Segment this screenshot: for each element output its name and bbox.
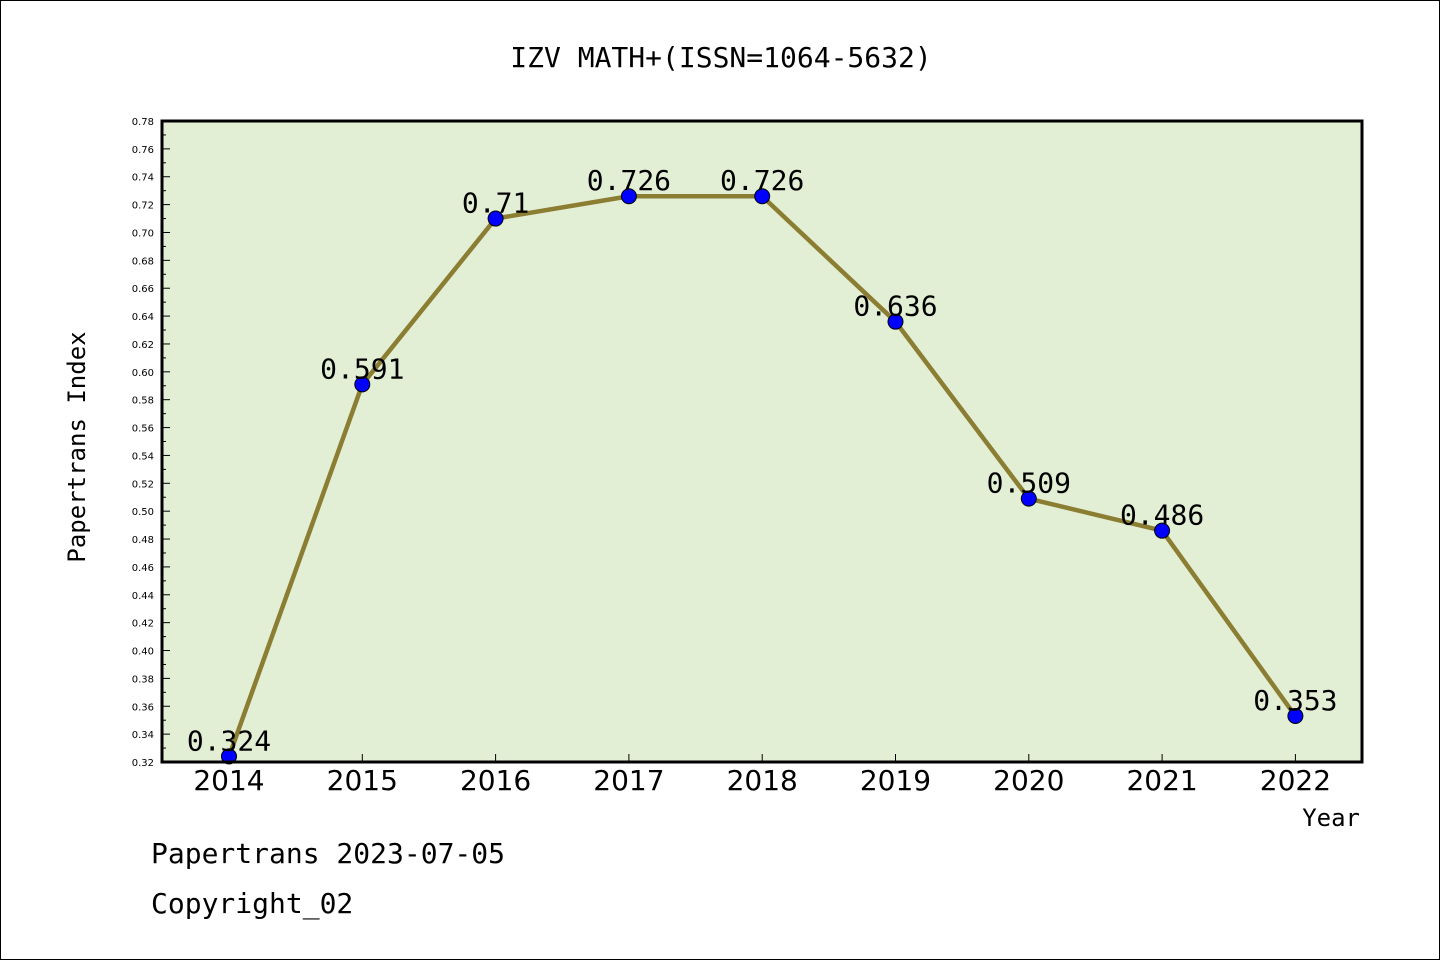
- x-tick-label: 2017: [593, 764, 664, 797]
- y-tick-label: 0.64: [132, 312, 154, 323]
- y-tick-label: 0.50: [132, 507, 154, 518]
- plot-area: [162, 121, 1362, 762]
- data-point: [887, 313, 904, 330]
- y-tick-label: 0.58: [132, 396, 154, 407]
- data-label: 0.636: [853, 290, 937, 323]
- x-tick-label: 2018: [727, 764, 798, 797]
- data-point: [354, 376, 371, 393]
- x-tick-label: 2014: [193, 764, 264, 797]
- footer-copyright: Copyright_02: [151, 887, 354, 920]
- data-label: 0.324: [187, 724, 271, 757]
- data-point: [487, 210, 504, 227]
- x-tick-label: 2015: [327, 764, 398, 797]
- x-tick-label: 2019: [860, 764, 931, 797]
- x-axis: 2014 2015 2016 2017 2018 2019 2020 2021 2022: [193, 754, 1331, 797]
- series: [221, 188, 1304, 765]
- y-tick-label: 0.56: [132, 424, 154, 435]
- data-label: 0.486: [1120, 499, 1204, 532]
- y-tick-label: 0.74: [132, 173, 154, 184]
- data-point: [754, 188, 771, 205]
- data-point: [1287, 708, 1304, 725]
- data-label: 0.726: [587, 164, 671, 197]
- data-label: 0.353: [1253, 684, 1337, 717]
- x-tick-label: 2021: [1126, 764, 1197, 797]
- data-label: 0.509: [987, 467, 1071, 500]
- y-tick-label: 0.32: [132, 758, 154, 769]
- y-tick-label: 0.40: [132, 647, 154, 658]
- y-axis-label: Papertrans Index: [63, 331, 91, 562]
- data-label: 0.591: [320, 352, 404, 385]
- data-labels: 0.324 0.591 0.71 0.726 0.726 0.636 0.509 0.486 0…: [187, 164, 1338, 757]
- y-tick-label: 0.48: [132, 535, 154, 546]
- footer-date: Papertrans 2023-07-05: [151, 837, 506, 870]
- data-point: [1020, 490, 1037, 507]
- y-tick-label: 0.44: [132, 591, 154, 602]
- y-tick-label: 0.60: [132, 368, 154, 379]
- y-tick-label: 0.66: [132, 284, 154, 295]
- y-tick-label: 0.78: [132, 117, 154, 128]
- y-tick-label: 0.62: [132, 340, 154, 351]
- chart-title: IZV MATH+(ISSN=1064-5632): [510, 41, 931, 74]
- y-tick-label: 0.76: [132, 145, 154, 156]
- y-tick-label: 0.36: [132, 702, 154, 713]
- data-point: [1154, 522, 1171, 539]
- y-tick-label: 0.70: [132, 228, 154, 239]
- y-tick-label: 0.72: [132, 201, 154, 212]
- data-label: 0.71: [462, 187, 529, 220]
- y-tick-label: 0.38: [132, 674, 154, 685]
- y-tick-label: 0.42: [132, 619, 154, 630]
- x-axis-label: Year: [1302, 804, 1360, 832]
- x-tick-label: 2020: [993, 764, 1064, 797]
- data-point: [221, 748, 237, 765]
- y-tick-label: 0.68: [132, 256, 154, 267]
- x-tick-label: 2022: [1260, 764, 1331, 797]
- data-label: 0.726: [720, 164, 804, 197]
- y-tick-label: 0.34: [132, 730, 154, 741]
- y-tick-label: 0.52: [132, 479, 154, 490]
- plot-frame: [160, 119, 1364, 764]
- y-tick-label: 0.54: [132, 451, 154, 462]
- y-tick-label: 0.46: [132, 563, 154, 574]
- data-point: [620, 188, 637, 205]
- x-tick-label: 2016: [460, 764, 531, 797]
